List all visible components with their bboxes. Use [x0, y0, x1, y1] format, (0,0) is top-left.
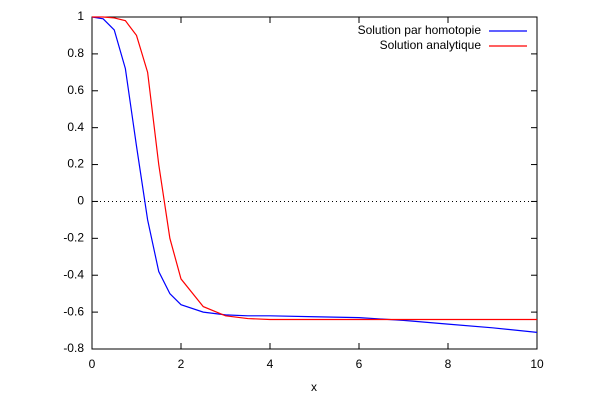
- y-tick-label: 0.2: [67, 157, 84, 171]
- x-tick-label: 8: [445, 357, 452, 371]
- y-tick-label: 0.8: [67, 46, 84, 60]
- x-tick-label: 6: [356, 357, 363, 371]
- x-axis-label: x: [311, 380, 317, 394]
- y-tick-label: -0.4: [63, 267, 84, 281]
- y-tick-label: -0.2: [63, 231, 84, 245]
- x-tick-label: 10: [530, 357, 544, 371]
- y-tick-label: -0.6: [63, 304, 84, 318]
- series-line: [92, 16, 537, 321]
- y-tick-label: 0.4: [67, 120, 84, 134]
- x-tick-label: 4: [267, 357, 274, 371]
- legend-label: Solution analytique: [380, 38, 482, 52]
- plot-frame: [91, 16, 538, 350]
- legend-label: Solution par homotopie: [358, 23, 482, 37]
- y-tick-label: 0: [77, 194, 84, 208]
- series-line: [91, 16, 538, 333]
- x-tick-label: 2: [178, 357, 185, 371]
- y-tick-label: 0.6: [67, 83, 84, 97]
- y-tick-label: -0.8: [63, 341, 84, 355]
- x-tick-label: 0: [89, 357, 96, 371]
- y-tick-label: 1: [77, 9, 84, 23]
